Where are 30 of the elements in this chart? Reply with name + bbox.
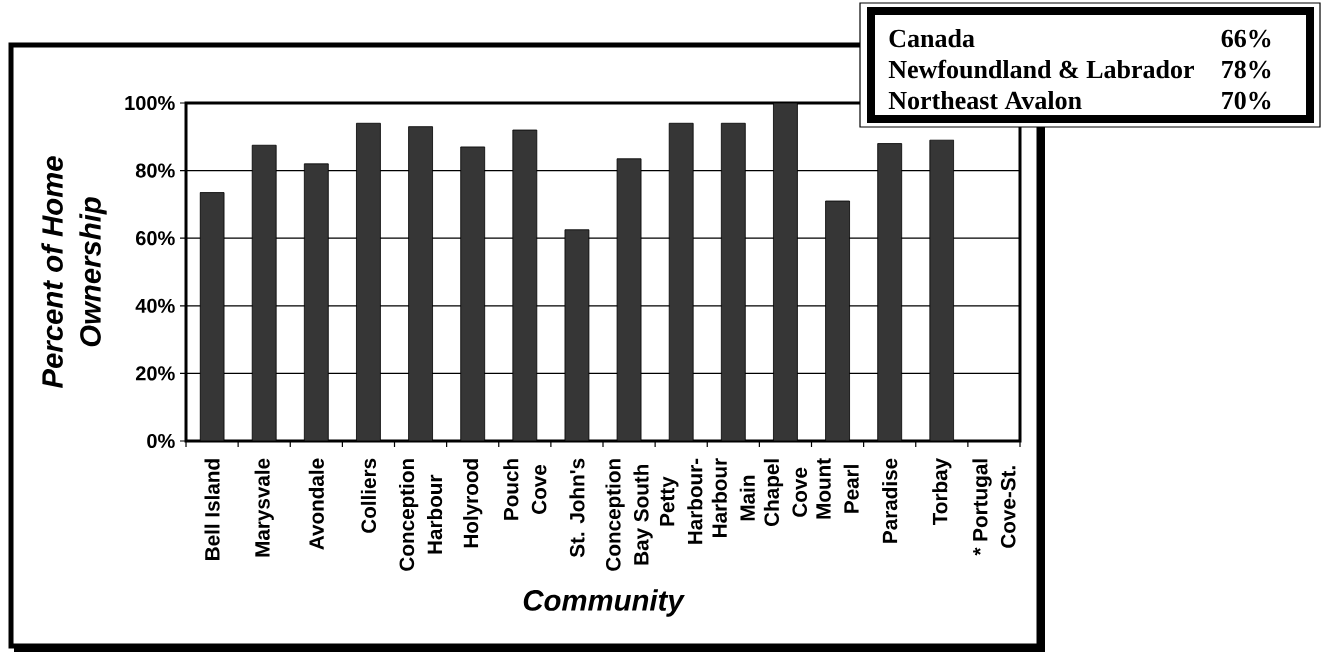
x-tick-label: Conception Harbour <box>398 459 443 571</box>
y-tick-label: 20% <box>135 366 175 381</box>
x-tick-label: * Portugal Cove-St. <box>972 459 1016 556</box>
x-tick-label: Mount Pearl <box>816 458 859 519</box>
x-tick-label: Conception Bay South <box>605 459 653 571</box>
y-tick-label: 0% <box>147 433 175 449</box>
x-tick-label: Harbour Main <box>711 458 755 537</box>
text: 66% <box>1221 29 1271 48</box>
x-tick-label: Torbay <box>932 458 952 526</box>
x-axis-title: Community <box>523 589 685 617</box>
y-axis-title: Percent of Home Ownership <box>41 156 107 389</box>
annotation: Northeast Avalon <box>888 90 1082 110</box>
x-tick-label: St. John's <box>569 458 585 558</box>
x-tick-label: Chapel Cove <box>763 459 808 526</box>
text: 70% <box>1222 91 1271 110</box>
x-tick-label: Paradise <box>882 458 898 543</box>
x-tick-label: Colliers <box>360 458 377 533</box>
y-tick-label: 100% <box>125 95 175 111</box>
x-tick-label: Avondale <box>308 458 324 550</box>
text: 78% <box>1222 60 1271 79</box>
y-tick-label: 80% <box>135 163 175 178</box>
x-tick-label: Petty Harbour- <box>659 458 703 544</box>
y-tick-label: 60% <box>136 231 175 246</box>
x-tick-label: Holyrood <box>463 459 483 548</box>
x-tick-label: Bell Island <box>204 459 220 560</box>
x-tick-label: Pouch Cove <box>503 459 547 520</box>
x-tick-label: Marysvale <box>254 458 274 557</box>
text: Newfoundland & Labrador <box>888 59 1194 79</box>
text: Canada <box>889 28 975 48</box>
y-tick-label: 40% <box>135 298 175 313</box>
